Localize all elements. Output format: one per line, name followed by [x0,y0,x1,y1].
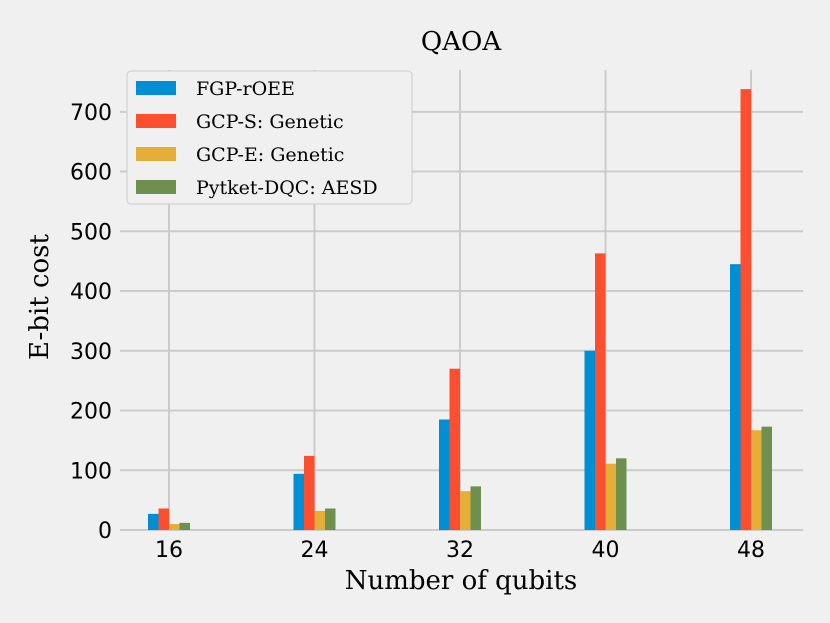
legend: FGP-rOEE GCP-S: Genetic GCP-E: Genetic Pytk… [126,70,413,205]
bar [325,508,336,530]
legend-swatch [136,114,176,128]
y-tick-label: 500 [70,220,112,245]
bar [605,463,616,530]
legend-label: Pytket-DQC: AESD [196,177,378,199]
x-tick-label: 40 [592,538,620,563]
bar [740,89,751,530]
legend-box [126,70,413,205]
bar [148,513,159,530]
legend-label: GCP-S: Genetic [196,111,344,133]
bars [148,89,772,531]
y-tick-label: 0 [98,519,112,544]
legend-swatch [136,147,176,161]
x-tick-label: 16 [155,538,183,563]
x-tick-label: 24 [301,538,329,563]
bar [751,430,762,530]
bar [761,426,772,530]
bar [595,253,606,531]
legend-swatch [136,81,176,95]
y-tick-label: 400 [70,280,112,305]
y-tick-label: 200 [70,400,112,425]
bar [584,350,595,530]
bar [449,368,460,530]
bar [460,491,471,530]
legend-swatch [136,180,176,194]
bar [314,510,325,530]
bar [439,419,450,530]
x-tick-label: 48 [737,538,765,563]
bar [730,264,741,530]
y-tick-label: 700 [70,101,112,126]
bar [616,458,627,530]
x-axis-label: Number of qubits [345,566,578,596]
x-tick-label: 32 [446,538,474,563]
y-tick-label: 300 [70,340,112,365]
y-tick-label: 600 [70,161,112,186]
bar [304,455,315,530]
bar [470,486,481,530]
bar [293,473,304,530]
bar [169,524,180,530]
legend-label: FGP-rOEE [196,78,295,100]
chart-title: QAOA [421,27,502,57]
ticks: 0 100 200 300 400 500 600 700 16 24 32 40 48 [70,101,765,563]
legend-label: GCP-E: Genetic [196,144,344,166]
y-axis-label: E-bit cost [25,233,55,359]
y-tick-label: 100 [70,459,112,484]
bar [158,508,169,530]
bar [179,522,190,530]
